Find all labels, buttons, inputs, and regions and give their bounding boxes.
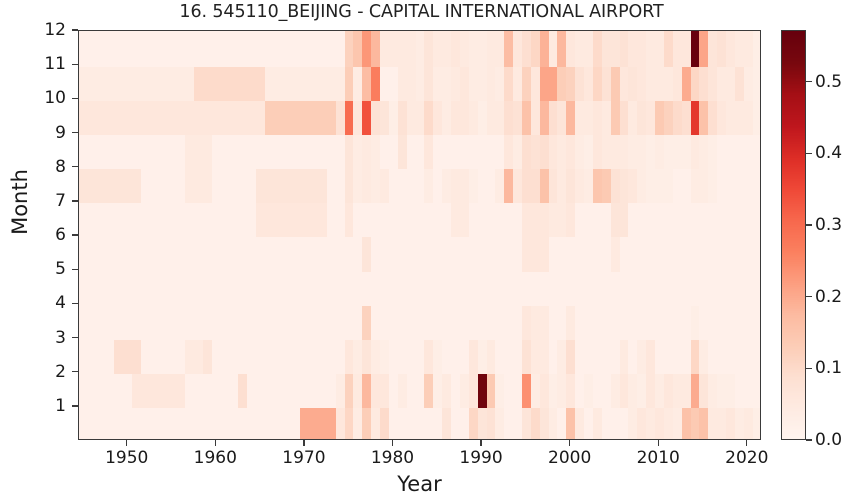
x-tick-label: 2000 [548,448,592,468]
colorbar-tick-mark [806,439,812,441]
colorbar-tick-mark [806,81,812,83]
colorbar-tick-mark [806,367,812,370]
colorbar-tick-mark [806,152,812,154]
x-tick-label: 1980 [370,448,415,468]
colorbar-tick-label: 0.2 [815,286,843,307]
x-tick-mark [569,440,571,446]
x-tick-mark [480,440,482,446]
y-tick-label: 5 [55,259,66,280]
y-tick-mark [72,405,78,407]
y-tick-label: 11 [44,54,66,75]
y-tick-mark [72,268,78,270]
x-axis-label: Year [397,472,442,496]
y-tick-label: 1 [55,395,66,416]
x-tick-label: 1960 [193,448,237,468]
heatmap-canvas [79,31,760,439]
colorbar-tick-mark [806,224,812,226]
y-tick-mark [72,29,78,31]
y-tick-mark [72,336,78,339]
colorbar-tick-label: 0.5 [815,71,843,92]
x-tick-mark [746,440,748,446]
x-tick-label: 1970 [282,448,326,468]
y-tick-mark [72,200,78,202]
x-tick-label: 1990 [459,448,503,468]
x-tick-mark [214,440,216,446]
colorbar-tick-label: 0.0 [815,430,843,450]
y-tick-label: 4 [55,293,66,314]
y-tick-mark [72,166,78,168]
x-tick-label: 2020 [725,448,769,468]
y-tick-label: 2 [55,361,66,382]
x-tick-label: 1950 [105,448,149,468]
x-tick-mark [303,440,305,446]
x-tick-mark [657,440,659,446]
y-tick-label: 12 [44,20,66,40]
colorbar-tick-label: 0.1 [815,358,843,379]
y-tick-label: 9 [55,122,66,143]
y-tick-label: 3 [55,327,66,348]
x-tick-mark [391,440,394,446]
y-tick-label: 7 [55,190,66,211]
x-axis-ticks: 1950 1960 1970 1980 1990 2000 2010 2020 [0,440,843,480]
y-tick-mark [72,234,78,236]
y-tick-mark [72,97,78,100]
y-tick-label: 6 [55,225,66,245]
colorbar-tick-mark [806,296,812,298]
page-title: 16. 545110_BEIJING - CAPITAL INTERNATION… [179,2,664,22]
y-tick-label: 10 [44,88,66,109]
y-tick-mark [72,63,78,65]
colorbar-tick-label: 0.4 [815,143,843,164]
y-tick-mark [72,371,78,373]
x-tick-label: 2010 [636,448,680,468]
y-axis-ticks: 1 2 3 4 5 6 7 8 9 10 11 12 [0,20,78,440]
y-axis-label: Month [8,169,32,235]
y-tick-mark [72,302,78,305]
colorbar-canvas [782,31,805,439]
x-tick-mark [126,440,128,446]
colorbar [781,30,806,440]
colorbar-tick-label: 0.3 [815,214,843,235]
y-tick-label: 8 [55,156,66,177]
heatmap-plot-area [78,30,761,440]
y-tick-mark [72,131,78,134]
colorbar-ticks: 0.0 0.1 0.2 0.3 0.4 0.5 [806,30,843,450]
